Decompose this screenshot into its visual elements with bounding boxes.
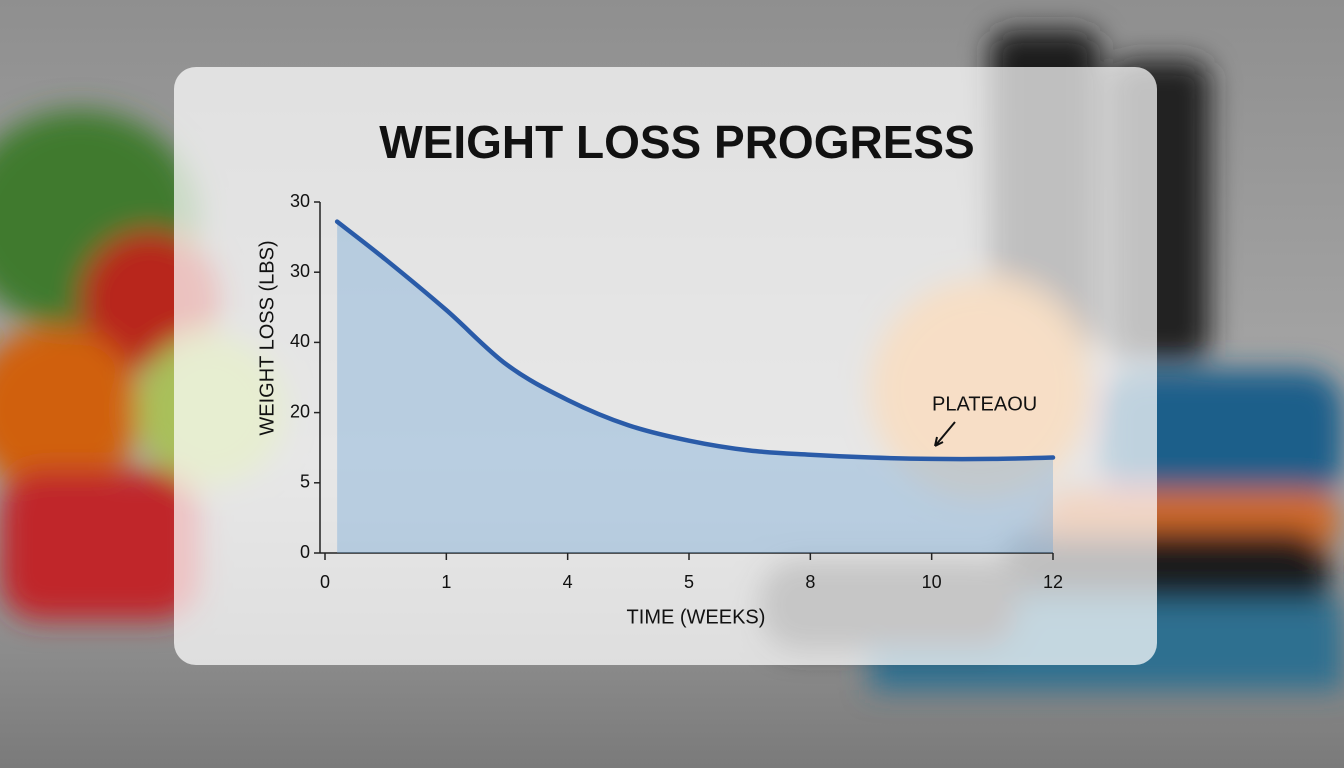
line [334, 219, 1056, 462]
x-tick-label: 5 [684, 572, 694, 592]
x-tick-label: 10 [922, 572, 942, 592]
y-axis-label: WEIGHT LOSS (LBS) [256, 240, 278, 435]
x-tick-label: 1 [441, 572, 451, 592]
y-tick-label: 20 [290, 401, 310, 421]
area [337, 221, 1054, 553]
annotation: PLATEAOU [932, 393, 1037, 415]
x-axis-label: TIME (WEEKS) [627, 606, 766, 628]
x-tick-label: 12 [1043, 572, 1063, 592]
y-tick-label: 30 [290, 191, 310, 211]
y-tick-label: 40 [290, 331, 310, 351]
annotation-arrow [934, 421, 956, 447]
x-tick-label: 0 [320, 572, 330, 592]
y-tick-label: 30 [290, 261, 310, 281]
y-tick-label: 0 [300, 542, 310, 562]
y-tick-label: 5 [300, 472, 310, 492]
x-tick-label: 4 [563, 572, 573, 592]
chart-panel [174, 67, 1157, 665]
x-tick-label: 8 [805, 572, 815, 592]
chart-title: WEIGHT LOSS PROGRESS [379, 116, 975, 168]
